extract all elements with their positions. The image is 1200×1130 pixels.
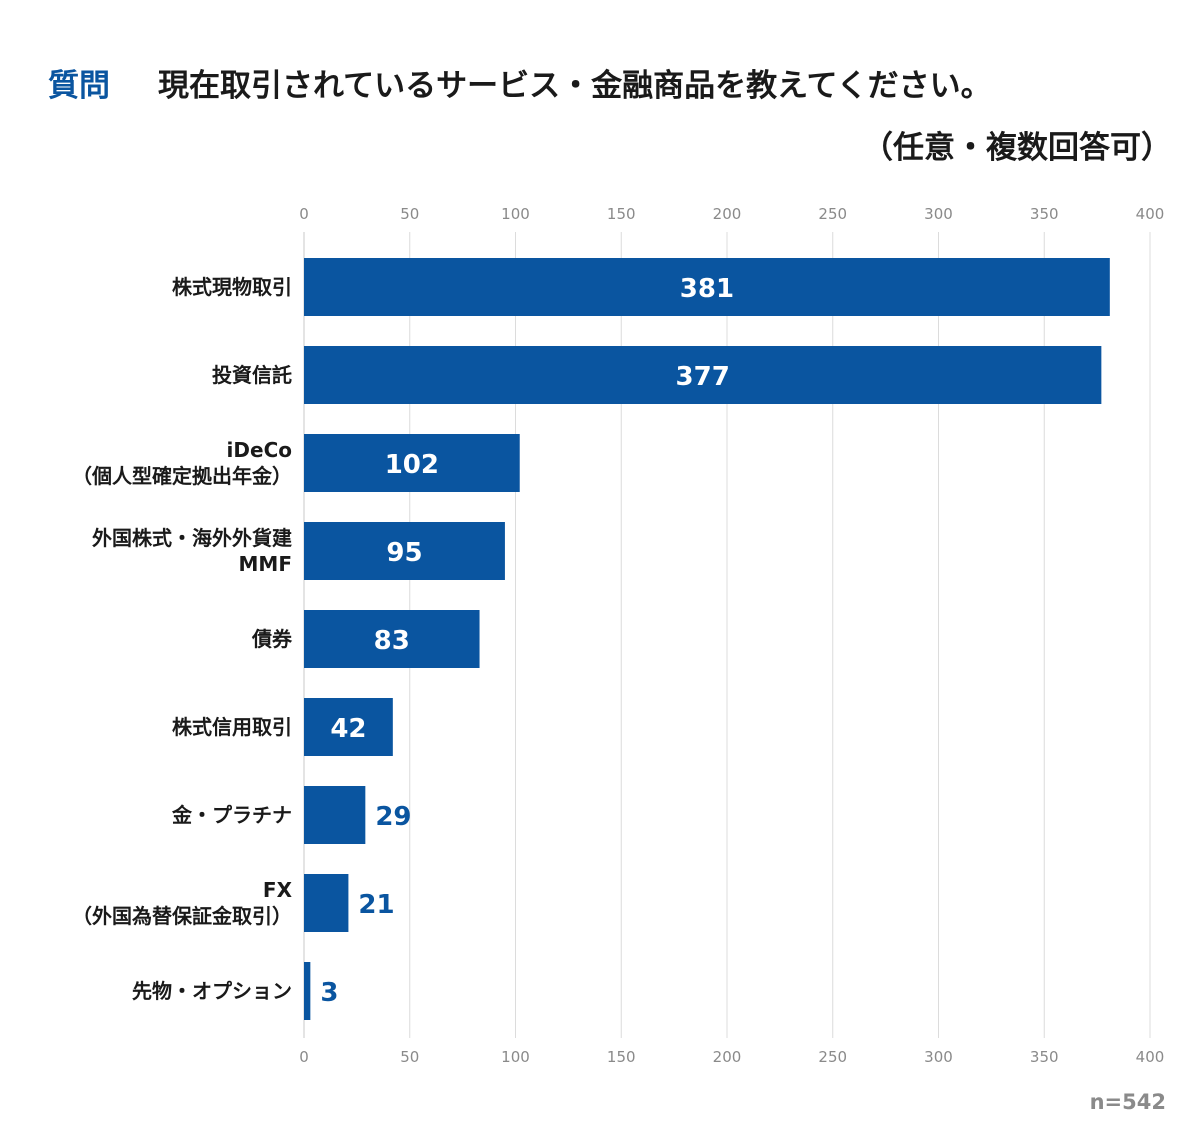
category-label: 投資信託 xyxy=(212,363,292,387)
category-label: （個人型確定拠出年金） xyxy=(72,464,292,488)
category-label: FX xyxy=(263,878,293,902)
category-label: 株式信用取引 xyxy=(172,715,292,739)
bar-value-label: 381 xyxy=(680,274,734,304)
question-note: （任意・複数回答可） xyxy=(862,130,1172,166)
x-tick-label-bottom: 200 xyxy=(713,1048,742,1066)
bar-value-label: 377 xyxy=(676,362,730,392)
bar xyxy=(304,258,1110,316)
bar xyxy=(304,522,505,580)
bar xyxy=(304,874,349,932)
bar-value-label: 102 xyxy=(385,450,439,480)
x-tick-label-top: 100 xyxy=(501,205,530,223)
x-tick-label-top: 50 xyxy=(400,205,419,223)
x-tick-label-bottom: 250 xyxy=(818,1048,847,1066)
bar xyxy=(304,786,366,844)
x-tick-label-bottom: 150 xyxy=(607,1048,636,1066)
bar xyxy=(304,610,480,668)
bar-value-label: 95 xyxy=(386,538,422,568)
sample-size: n=542 xyxy=(1089,1090,1166,1114)
x-tick-label-bottom: 400 xyxy=(1136,1048,1165,1066)
bar xyxy=(304,346,1102,404)
category-label: 株式現物取引 xyxy=(172,275,292,299)
question-title: 現在取引されているサービス・金融商品を教えてください。 xyxy=(158,68,992,104)
x-tick-label-top: 150 xyxy=(607,205,636,223)
category-label: 金・プラチナ xyxy=(171,803,292,827)
bar xyxy=(304,434,520,492)
x-tick-label-bottom: 50 xyxy=(400,1048,419,1066)
x-tick-label-bottom: 350 xyxy=(1030,1048,1059,1066)
category-label: （外国為替保証金取引） xyxy=(72,904,292,928)
bar-value-label: 21 xyxy=(358,890,394,920)
category-label: iDeCo xyxy=(227,438,292,462)
bar-value-label: 83 xyxy=(374,626,410,656)
x-tick-label-top: 350 xyxy=(1030,205,1059,223)
bar xyxy=(304,698,393,756)
category-label: 外国株式・海外外貨建 xyxy=(92,526,292,550)
x-tick-label-top: 200 xyxy=(713,205,742,223)
category-label: 先物・オプション xyxy=(132,979,292,1003)
x-tick-label-top: 300 xyxy=(924,205,953,223)
x-tick-label-top: 0 xyxy=(299,205,309,223)
x-tick-label-top: 250 xyxy=(818,205,847,223)
x-tick-label-bottom: 300 xyxy=(924,1048,953,1066)
category-label: 債券 xyxy=(251,627,293,651)
bar-value-label: 29 xyxy=(375,802,411,832)
bar xyxy=(304,962,311,1020)
category-label: MMF xyxy=(239,552,292,576)
bar-value-label: 42 xyxy=(330,714,366,744)
bar-value-label: 3 xyxy=(320,978,338,1008)
question-prefix: 質問 xyxy=(48,68,110,104)
x-tick-label-bottom: 100 xyxy=(501,1048,530,1066)
x-tick-label-top: 400 xyxy=(1136,205,1165,223)
x-tick-label-bottom: 0 xyxy=(299,1048,309,1066)
